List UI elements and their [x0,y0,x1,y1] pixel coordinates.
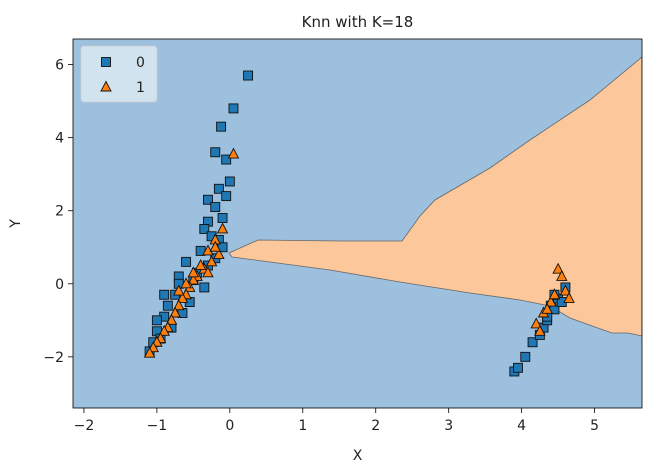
point-series-1 [187,273,200,285]
point-series-1 [227,147,240,159]
point-series-0 [181,256,192,267]
point-series-1 [180,277,192,289]
point-series-1 [563,291,575,303]
point-series-0 [199,282,210,293]
point-series-0 [221,191,232,202]
x-tick-label: −2 [74,418,95,434]
point-series-1 [545,295,557,307]
point-series-1 [143,346,156,358]
x-tick-label: 2 [371,418,380,434]
point-series-1 [158,324,170,336]
point-series-0 [151,315,162,326]
point-series-1 [552,262,564,274]
plot-frame [72,38,643,409]
point-series-1 [173,284,185,296]
point-series-0 [159,289,170,300]
point-series-1 [173,299,185,311]
x-tick-label: 1 [298,418,307,434]
y-tick-label: 2 [55,204,64,220]
x-axis: −2 −1 0 1 2 3 4 5 [74,408,599,434]
point-series-1 [169,306,181,318]
point-series-0 [199,224,210,234]
point-series-1 [205,255,218,267]
point-series-1 [202,266,214,278]
point-series-0 [243,70,254,81]
y-axis-label: Y [8,219,24,229]
chart-title: Knn with K=18 [302,13,414,31]
point-series-1 [187,266,200,278]
point-series-0 [217,213,228,223]
point-series-1 [194,259,207,270]
legend-box [80,45,158,103]
y-axis: −2 0 2 4 6 [43,58,73,366]
point-series-0 [527,337,538,348]
region-class1 [228,56,642,337]
legend-marker-1 [100,80,112,92]
y-tick-label: 0 [55,277,64,293]
point-series-1 [165,313,178,325]
point-series-0 [224,176,235,187]
legend-marker-0 [101,57,111,67]
point-series-0 [203,194,213,205]
point-series-0 [210,202,221,213]
legend-label-0: 0 [136,55,145,71]
point-series-1 [216,222,229,234]
point-series-1 [541,302,553,314]
point-series-0 [162,300,173,311]
point-series-0 [213,183,224,194]
point-series-0 [228,103,239,114]
legend-label-1: 1 [136,80,145,96]
x-tick-label: 4 [517,418,526,434]
legend: 01 [80,45,158,103]
x-tick-label: 3 [444,418,453,434]
plot-area [72,38,643,409]
x-axis-label: X [353,448,363,464]
point-series-0 [513,362,523,373]
x-tick-label: 0 [225,418,234,434]
point-series-1 [530,317,542,329]
point-series-1 [534,324,546,336]
point-series-0 [221,154,232,165]
point-series-1 [559,284,572,296]
point-series-1 [176,291,189,303]
x-tick-label: 5 [590,418,599,434]
point-series-1 [556,270,568,281]
point-series-1 [548,288,561,300]
y-tick-label: −2 [43,350,64,366]
scatter-points [143,70,575,377]
point-series-1 [213,248,225,260]
point-series-0 [210,147,221,158]
point-series-0 [520,351,531,362]
point-series-0 [216,121,227,132]
y-tick-label: 6 [55,58,64,74]
point-series-1 [209,240,221,252]
y-tick-label: 4 [55,131,64,147]
x-tick-label: −1 [147,418,168,434]
